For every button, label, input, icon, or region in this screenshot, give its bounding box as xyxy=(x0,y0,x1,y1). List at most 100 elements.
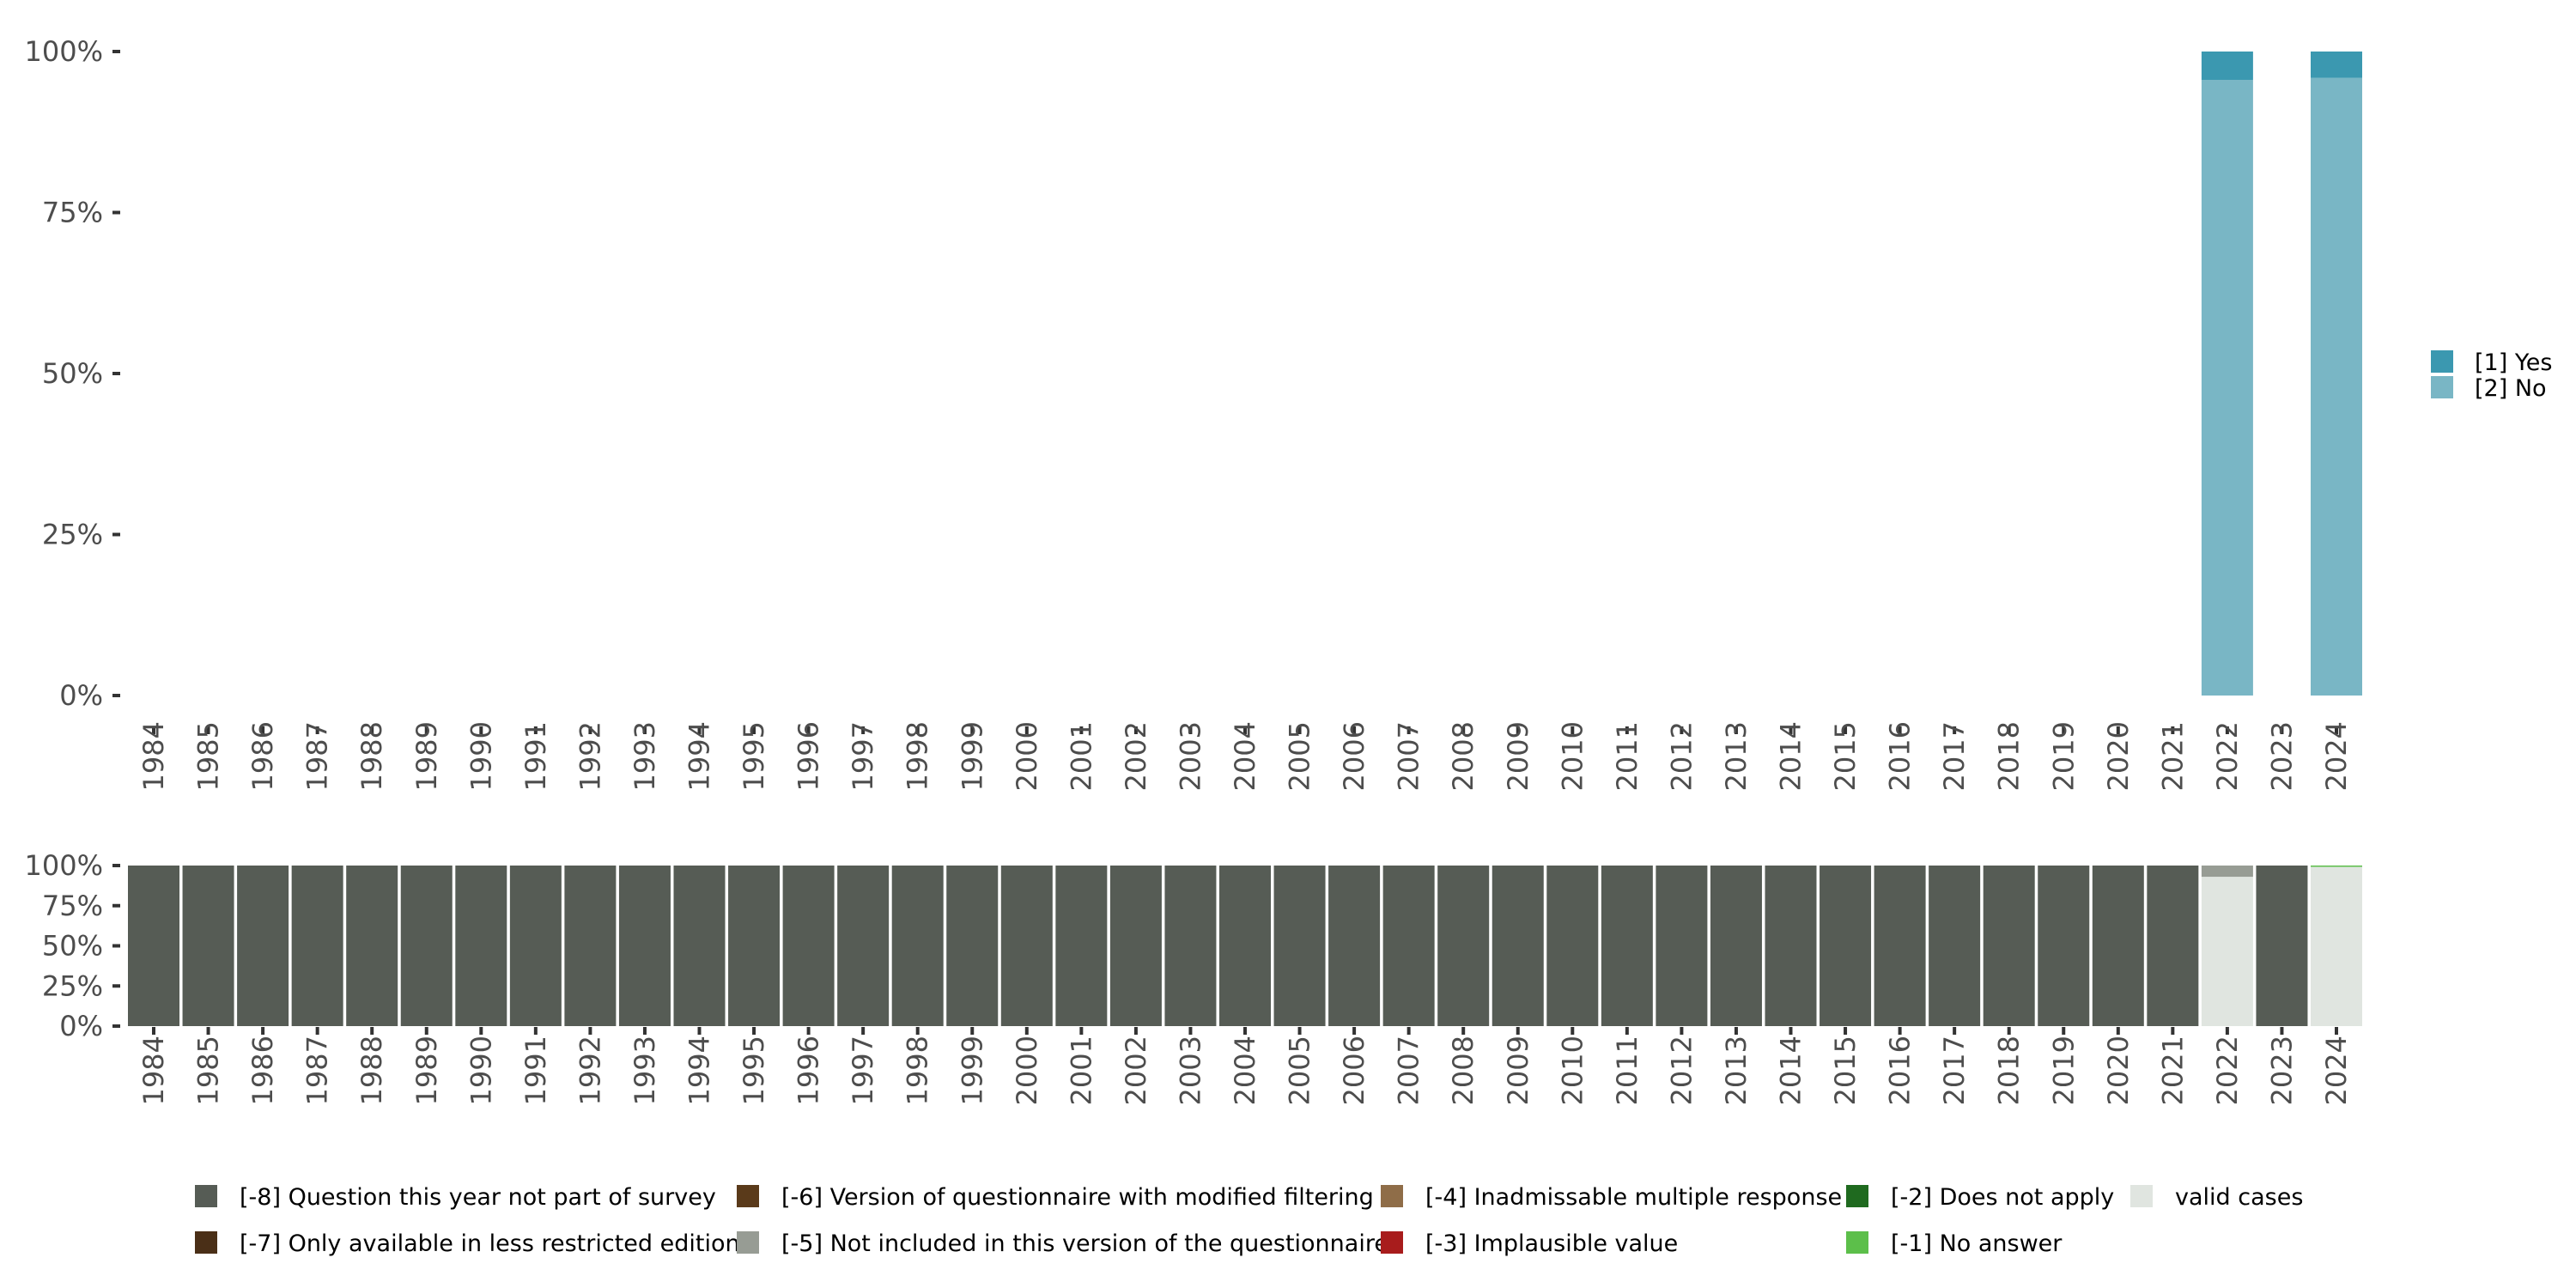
x-tick-label: 1993 xyxy=(629,1036,661,1105)
x-tick-label: 1992 xyxy=(574,721,606,791)
x-tick-label: 2003 xyxy=(1174,1036,1206,1105)
legend-label: [1] Yes xyxy=(2475,349,2552,376)
x-tick-label: 2003 xyxy=(1174,721,1206,791)
x-tick-label: 2014 xyxy=(1775,721,1807,791)
x-tick-label: 2018 xyxy=(1993,721,2026,791)
bar-segment xyxy=(673,866,726,1026)
bar-segment xyxy=(1437,866,1490,1026)
bar-segment xyxy=(1820,866,1872,1026)
top-legend: [1] Yes[2] No xyxy=(2431,349,2552,402)
x-tick-label: 2007 xyxy=(1393,721,1425,791)
x-tick-label: 1998 xyxy=(902,721,934,791)
x-tick-label: 2009 xyxy=(1502,721,1534,791)
x-tick-label: 1985 xyxy=(192,1036,225,1105)
bar-segment xyxy=(291,866,343,1026)
bar-segment xyxy=(2311,866,2362,1026)
legend-swatch xyxy=(2130,1185,2153,1207)
x-tick-label: 1999 xyxy=(956,721,988,791)
x-tick-label: 1990 xyxy=(465,1036,497,1105)
x-tick-label: 2015 xyxy=(1829,721,1862,791)
x-tick-label: 2021 xyxy=(2156,1036,2189,1105)
bar-segment xyxy=(1164,866,1217,1026)
y-tick-label: 25% xyxy=(42,519,103,551)
bar-segment xyxy=(1874,866,1926,1026)
bar-segment xyxy=(1055,866,1108,1026)
bar-segment xyxy=(1328,866,1381,1026)
bar-segment xyxy=(2201,866,2253,878)
bottom-plot-missing-values: 0% 25% 50% 75% 100% 1984 1985 1986 1987 1988 1989 1… xyxy=(25,849,2362,1105)
x-tick-label: 1995 xyxy=(738,1036,770,1105)
x-tick-label: 2004 xyxy=(1229,1036,1261,1105)
x-tick-label: 2005 xyxy=(1284,721,1316,791)
bar-segment xyxy=(237,866,289,1026)
legend-label: [-8] Question this year not part of surv… xyxy=(240,1184,716,1211)
bar-segment xyxy=(1601,866,1653,1026)
x-tick-label: 2005 xyxy=(1284,1036,1316,1105)
x-tick-label: 2006 xyxy=(1338,721,1370,791)
legend-swatch xyxy=(1846,1185,1868,1207)
legend-label: [-1] No answer xyxy=(1891,1230,2063,1257)
y-tick-label: 0% xyxy=(59,1010,103,1042)
x-tick-label: 1988 xyxy=(355,721,388,791)
legend-swatch xyxy=(195,1185,217,1207)
bar-segment xyxy=(1710,866,1762,1026)
legend-swatch xyxy=(737,1185,759,1207)
bar-segment xyxy=(1219,866,1271,1026)
x-tick-label: 1998 xyxy=(902,1036,934,1105)
x-tick-label: 2002 xyxy=(1120,721,1152,791)
bottom-legend: [-8] Question this year not part of surv… xyxy=(195,1184,2303,1257)
x-tick-label: 1991 xyxy=(519,721,552,791)
y-tick-label: 75% xyxy=(42,890,103,922)
x-tick-label: 2019 xyxy=(2047,1036,2080,1105)
bar-segment xyxy=(346,866,398,1026)
x-tick-label: 2014 xyxy=(1775,1036,1807,1105)
bar-segment xyxy=(1656,866,1708,1026)
bar-segment xyxy=(2311,77,2362,696)
bar-segment xyxy=(728,866,781,1026)
x-tick-label: 2001 xyxy=(1065,1036,1097,1105)
x-tick-label: 1993 xyxy=(629,721,661,791)
x-tick-label: 2001 xyxy=(1065,721,1097,791)
x-tick-label: 2020 xyxy=(2102,721,2135,791)
x-tick-label: 2017 xyxy=(1938,721,1971,791)
bar-segment xyxy=(782,866,835,1026)
x-tick-label: 2024 xyxy=(2320,721,2353,791)
bar-segment xyxy=(509,866,562,1026)
legend-swatch xyxy=(2431,350,2453,373)
x-tick-label: 2024 xyxy=(2320,1036,2353,1105)
bar-segment xyxy=(182,866,234,1026)
bar-segment xyxy=(1765,866,1817,1026)
x-tick-label: 2022 xyxy=(2211,721,2244,791)
x-tick-label: 1997 xyxy=(847,1036,879,1105)
x-tick-label: 2013 xyxy=(1720,1036,1753,1105)
x-tick-label: 1984 xyxy=(137,721,170,791)
x-tick-label: 2010 xyxy=(1556,721,1589,791)
x-tick-label: 1984 xyxy=(137,1036,170,1105)
legend-swatch xyxy=(1846,1231,1868,1254)
legend-label: [-3] Implausible value xyxy=(1425,1230,1678,1257)
x-tick-label: 1996 xyxy=(793,721,825,791)
x-tick-label: 2011 xyxy=(1611,721,1643,791)
bar-segment xyxy=(2311,866,2362,867)
x-tick-label: 1987 xyxy=(301,721,334,791)
x-tick-label: 1996 xyxy=(793,1036,825,1105)
x-tick-label: 2010 xyxy=(1556,1036,1589,1105)
x-tick-label: 2013 xyxy=(1720,721,1753,791)
x-tick-label: 2016 xyxy=(1884,721,1917,791)
top-plot-responses: 0% 25% 50% 75% 100% 1984 1985 1986 1987 1988 1989 1… xyxy=(25,35,2362,791)
x-tick-label: 1989 xyxy=(410,1036,443,1105)
bar-segment xyxy=(455,866,507,1026)
bar-segment xyxy=(1273,866,1326,1026)
legend-label: [-6] Version of questionnaire with modif… xyxy=(781,1184,1374,1211)
bar-segment xyxy=(837,866,890,1026)
x-tick-label: 2009 xyxy=(1502,1036,1534,1105)
legend-swatch xyxy=(2431,376,2453,398)
legend-label: [-7] Only available in less restricted e… xyxy=(240,1230,740,1257)
y-tick-label: 0% xyxy=(59,679,103,712)
x-tick-label: 1987 xyxy=(301,1036,334,1105)
bar-segment xyxy=(400,866,453,1026)
y-tick-label: 50% xyxy=(42,930,103,963)
x-tick-label: 2007 xyxy=(1393,1036,1425,1105)
x-tick-label: 1994 xyxy=(683,721,716,791)
